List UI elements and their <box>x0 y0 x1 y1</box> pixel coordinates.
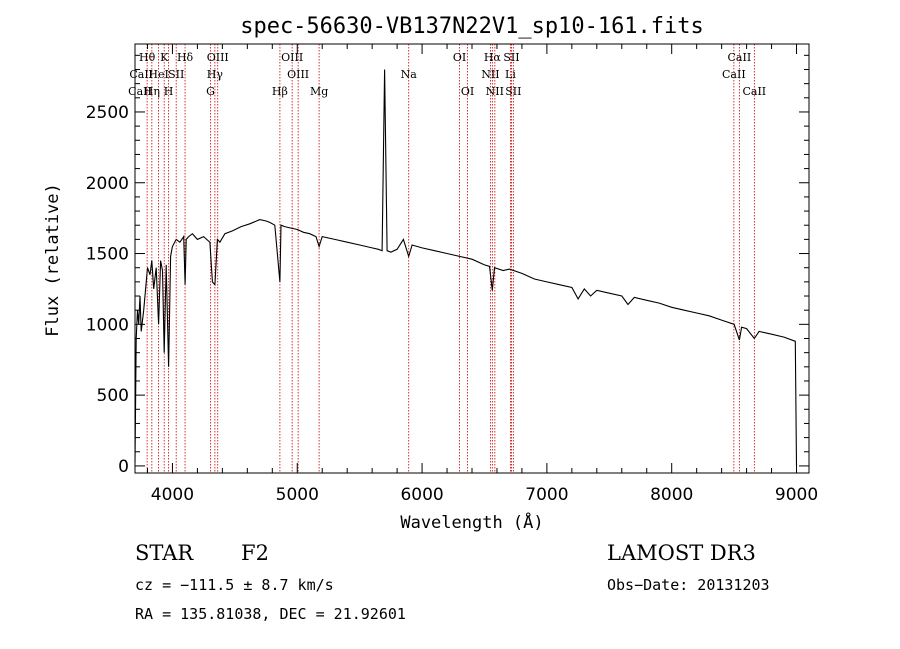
line-label-20: SII <box>503 51 519 64</box>
spectrum-line <box>134 69 798 466</box>
survey-label: LAMOST DR3 <box>607 541 756 565</box>
line-label-5: Hη <box>144 85 160 98</box>
line-label-16: Na <box>401 68 418 81</box>
y-tick-label: 1500 <box>86 245 129 265</box>
line-label-23: NII <box>486 85 504 98</box>
line-label-10: Hγ <box>207 68 224 81</box>
line-label-13: OIII <box>287 68 309 81</box>
x-axis-label: Wavelength (Å) <box>400 511 543 533</box>
line-label-26: CaII <box>722 68 746 81</box>
y-tick-label: 0 <box>118 457 129 477</box>
observation-date: Obs−Date: 20131203 <box>607 576 770 594</box>
y-tick-label: 2000 <box>86 174 129 194</box>
line-label-18: OI <box>461 85 474 98</box>
line-label-8: H <box>164 85 174 98</box>
line-label-2: CaII <box>128 85 152 98</box>
line-label-11: G <box>206 85 215 98</box>
line-label-4: HeI <box>148 68 168 81</box>
line-label-22: Li <box>505 68 516 81</box>
line-label-21: NII <box>481 68 499 81</box>
line-label-17: OI <box>453 51 466 64</box>
line-label-14: Hβ <box>272 85 288 98</box>
line-label-0: Hθ <box>139 51 156 64</box>
line-label-6: Hδ <box>177 51 194 64</box>
x-tick-label: 8000 <box>650 485 693 505</box>
x-axis: 4000 5000 6000 7000 8000 9000 <box>146 44 818 505</box>
line-label-3: K <box>160 51 169 64</box>
line-label-7: SII <box>168 68 184 81</box>
y-tick-label: 500 <box>97 386 129 406</box>
chart-title: spec-56630-VB137N22V1_sp10-161.fits <box>240 14 704 39</box>
y-tick-label: 2500 <box>86 103 129 123</box>
line-label-27: CaII <box>742 85 766 98</box>
y-tick-label: 1000 <box>86 315 129 335</box>
line-label-12: OIII <box>281 51 303 64</box>
redshift-velocity: cz = −111.5 ± 8.7 km/s <box>135 576 334 594</box>
spectral-line-labels: Hθ CaII CaII K HeI Hη Hδ SII H OIII Hγ G OIII OIII Hβ M… <box>128 51 766 98</box>
x-tick-label: 9000 <box>775 485 818 505</box>
x-tick-label: 6000 <box>400 485 443 505</box>
line-label-25: CaII <box>728 51 752 64</box>
plot-frame <box>134 43 810 474</box>
coordinates: RA = 135.81038, DEC = 21.92601 <box>135 605 406 623</box>
line-label-15: Mg <box>310 85 328 98</box>
object-class: STAR <box>135 541 194 565</box>
spectrum-series <box>134 69 798 466</box>
x-tick-label: 5000 <box>276 485 319 505</box>
y-axis: 0 500 1000 1500 2000 2500 <box>86 54 809 477</box>
line-label-19: Hα <box>484 51 502 64</box>
y-axis-label: Flux (relative) <box>43 183 63 337</box>
spectral-line-markers <box>146 44 755 473</box>
x-tick-label: 4000 <box>151 485 194 505</box>
line-label-24: SII <box>505 85 521 98</box>
object-subclass: F2 <box>241 541 269 565</box>
line-label-9: OIII <box>207 51 229 64</box>
x-tick-label: 7000 <box>525 485 568 505</box>
